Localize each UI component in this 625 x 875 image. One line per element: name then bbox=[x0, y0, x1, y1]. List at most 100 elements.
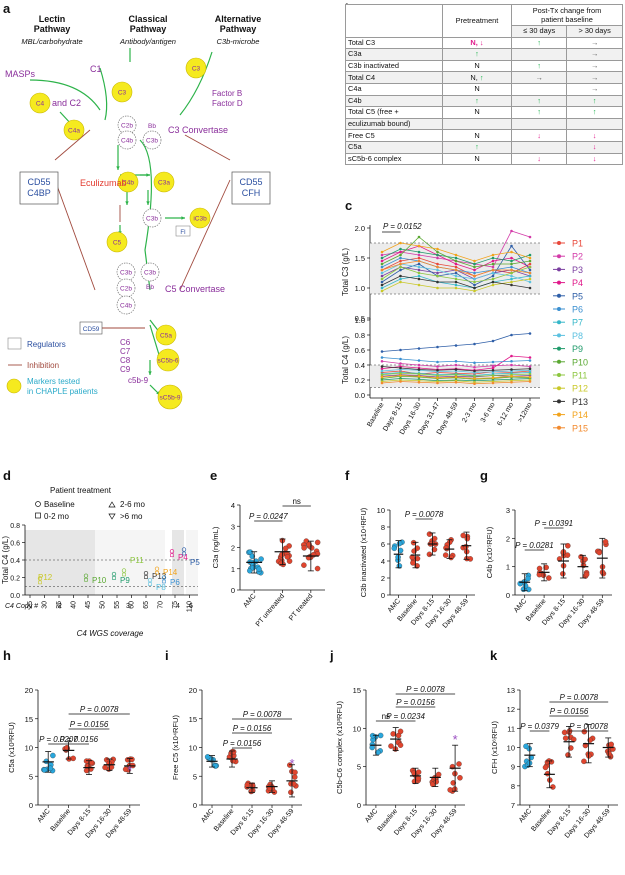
i-dot bbox=[212, 763, 219, 769]
legend-label-P13: P13 bbox=[572, 397, 588, 407]
table-row: Free C5 N ↓ ↓ bbox=[345, 129, 623, 142]
i-xticklabel: AMC bbox=[200, 808, 215, 824]
g-dot bbox=[560, 571, 566, 577]
j-p1-label: P = 0.0078 bbox=[406, 685, 445, 694]
c4-point bbox=[454, 363, 458, 367]
node-c3a-label: C3a bbox=[158, 180, 170, 187]
table-cell-pre: N bbox=[442, 82, 512, 96]
c4-point bbox=[417, 363, 421, 367]
table-cell-pre: N, ↓ bbox=[442, 36, 512, 50]
c4-point bbox=[510, 359, 513, 363]
c3-point bbox=[510, 265, 513, 269]
i-yticklabel: 20 bbox=[189, 686, 197, 695]
c3-point bbox=[417, 259, 421, 263]
node-c4a bbox=[63, 119, 85, 141]
f-yticklabel: 0 bbox=[381, 591, 385, 600]
c3-point bbox=[399, 268, 402, 272]
f-dot bbox=[464, 535, 471, 542]
d-yticklabel: 0.6 bbox=[10, 541, 20, 548]
table-cell-gt: ↓ bbox=[566, 152, 623, 166]
c4-point bbox=[417, 368, 421, 371]
c3-point bbox=[491, 253, 495, 257]
table-cell-name: Total C3 bbox=[345, 36, 443, 50]
c4-point bbox=[528, 367, 532, 371]
node-c3b-c5b bbox=[140, 262, 160, 282]
fi-box bbox=[175, 225, 191, 237]
c3-point bbox=[510, 244, 513, 248]
table-cell-name: C3a bbox=[345, 48, 443, 61]
c-bot-ticklabel: 0.2 bbox=[355, 376, 365, 385]
h-dot bbox=[122, 766, 129, 773]
node-c4 bbox=[29, 92, 51, 114]
d-point-sq bbox=[170, 553, 174, 558]
d-band-2 bbox=[25, 530, 95, 595]
c4-point bbox=[380, 356, 384, 359]
c3-point bbox=[491, 256, 495, 260]
e-dot bbox=[284, 554, 291, 560]
e-p2-label: ns bbox=[292, 497, 300, 506]
cd59-label: CD59 bbox=[83, 326, 100, 333]
inhib-3 bbox=[184, 134, 231, 161]
c3-point bbox=[473, 289, 476, 293]
header-pretreatment: Pretreatment bbox=[442, 4, 512, 38]
legend-dot bbox=[557, 254, 561, 259]
c4-point bbox=[510, 363, 513, 367]
c3-point bbox=[454, 259, 458, 263]
c3-point bbox=[436, 262, 439, 266]
legend-dot bbox=[557, 307, 561, 311]
d-point bbox=[143, 570, 149, 576]
d-point-sq bbox=[122, 572, 126, 577]
c3-point bbox=[454, 256, 458, 260]
d-label-P14: P14 bbox=[163, 568, 178, 577]
d-copy-label: C4 Copy # bbox=[5, 603, 38, 610]
i-ylabel: Free C5 (x10⁴RFU) bbox=[171, 715, 180, 780]
d-point bbox=[161, 575, 167, 580]
e-dot bbox=[301, 562, 307, 568]
c3-point bbox=[417, 244, 421, 248]
d-label-P9: P9 bbox=[120, 576, 130, 585]
table-row: C4b ↑ ↑ ↑ bbox=[345, 94, 623, 108]
legend-inhibition: Inhibition bbox=[27, 361, 59, 370]
c3-point bbox=[491, 274, 495, 278]
table-cell-gt: → bbox=[566, 48, 623, 61]
c3-point bbox=[417, 277, 421, 281]
k-yticklabel: 7 bbox=[511, 801, 515, 810]
c3-point bbox=[436, 274, 439, 278]
table-cell-name: Free C5 bbox=[345, 129, 443, 142]
h-dot bbox=[83, 767, 90, 774]
table-corner bbox=[345, 4, 443, 38]
c3-point bbox=[473, 286, 476, 290]
d-xlabel: C4 WGS coverage bbox=[77, 629, 144, 638]
table-cell-le bbox=[510, 48, 568, 61]
f-ylabel: C3b inactivated (x10⁴RFU) bbox=[359, 507, 368, 597]
c3-point bbox=[491, 280, 495, 284]
c3-point bbox=[436, 247, 439, 251]
c4-point bbox=[380, 375, 384, 379]
pathway-sub-1: Antibody/antigen bbox=[119, 37, 176, 46]
table-cell-name: Total C5 (free + bbox=[345, 106, 443, 119]
c3-point bbox=[380, 274, 384, 278]
c3-point bbox=[436, 286, 439, 290]
k-dot bbox=[568, 745, 574, 751]
c3-point bbox=[436, 250, 439, 254]
d-legend-baseline-mark bbox=[35, 501, 41, 507]
c3-point bbox=[380, 265, 384, 269]
e-p1-label: P = 0.0247 bbox=[249, 512, 288, 521]
c3-point bbox=[528, 274, 532, 278]
table-row: C3b inactivated N ↑ → bbox=[345, 59, 623, 73]
d-label-P8: P8 bbox=[156, 583, 166, 592]
c3-point bbox=[380, 286, 384, 290]
c4-point bbox=[380, 365, 384, 368]
c3-point bbox=[473, 283, 476, 287]
h-dot bbox=[47, 765, 54, 772]
table-cell-pre: N bbox=[442, 106, 512, 119]
pathway-sub-2: C3b-microbe bbox=[217, 37, 260, 46]
c3b-arrow-head bbox=[146, 201, 150, 205]
e-dot bbox=[301, 545, 307, 551]
node-c4b bbox=[117, 171, 139, 193]
table-cell-le bbox=[510, 82, 568, 96]
c-label-C9: C9 bbox=[120, 365, 131, 374]
